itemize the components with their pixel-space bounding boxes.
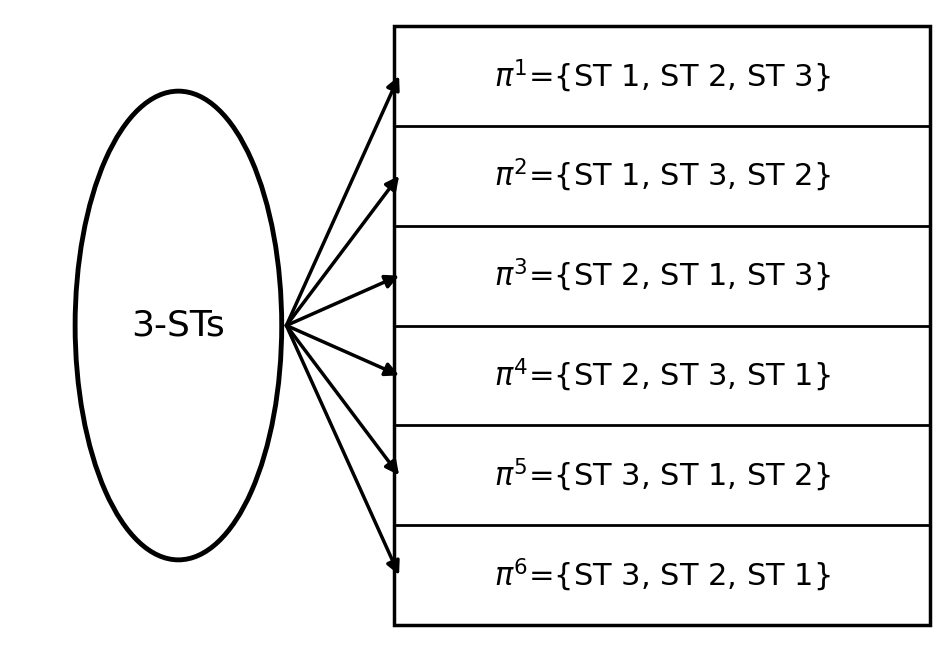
Text: $\pi^5$={ST 3, ST 1, ST 2}: $\pi^5$={ST 3, ST 1, ST 2} [494,456,830,494]
Text: $\pi^4$={ST 2, ST 3, ST 1}: $\pi^4$={ST 2, ST 3, ST 1} [494,357,830,394]
Text: $\pi^2$={ST 1, ST 3, ST 2}: $\pi^2$={ST 1, ST 3, ST 2} [494,157,830,195]
Text: $\pi^1$={ST 1, ST 2, ST 3}: $\pi^1$={ST 1, ST 2, ST 3} [494,57,830,94]
Text: $\pi^3$={ST 2, ST 1, ST 3}: $\pi^3$={ST 2, ST 1, ST 3} [494,257,830,294]
Text: 3-STs: 3-STs [131,309,225,342]
Text: $\pi^6$={ST 3, ST 2, ST 1}: $\pi^6$={ST 3, ST 2, ST 1} [494,557,830,594]
